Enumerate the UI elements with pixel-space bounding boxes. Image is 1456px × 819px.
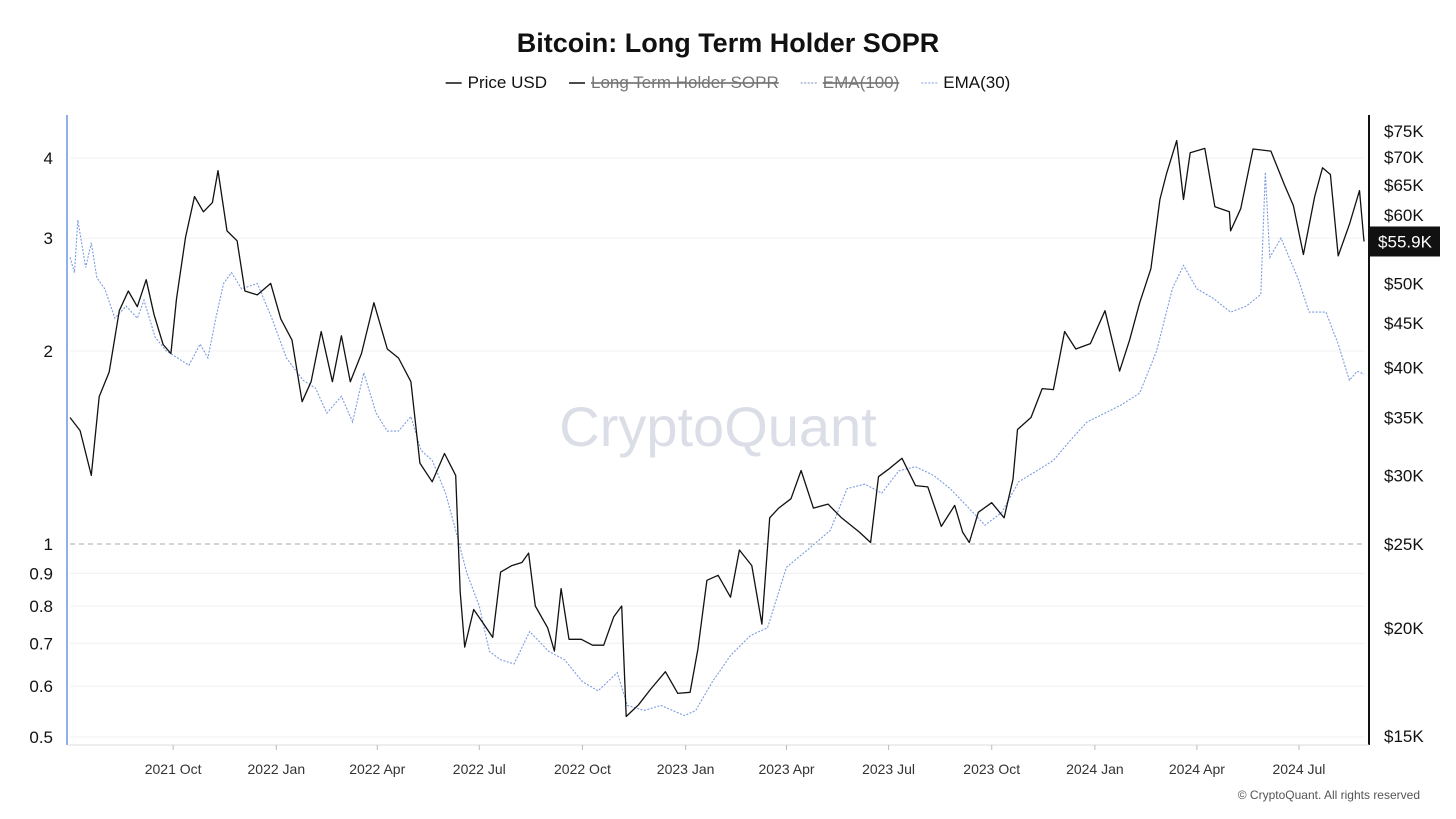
left-tick-label-8: 0.5 <box>29 728 53 747</box>
x-tick-label-4: 2022 Oct <box>554 761 611 777</box>
legend-item-0[interactable]: Price USD <box>445 73 547 92</box>
grid <box>70 157 1364 738</box>
legend-label-0: Price USD <box>468 73 547 92</box>
right-tick-label-4: $50K <box>1384 274 1424 293</box>
right-tick-label-5: $45K <box>1384 314 1424 333</box>
legend: Price USD Long Term Holder SOPR EMA(100) EM… <box>445 73 1010 92</box>
left-tick-label-4: 0.9 <box>29 564 53 583</box>
legend-item-1[interactable]: Long Term Holder SOPR <box>569 73 779 92</box>
right-tick-label-1: $70K <box>1384 148 1424 167</box>
x-tick-label-10: 2024 Apr <box>1169 761 1225 777</box>
legend-label-3: EMA(30) <box>943 73 1010 92</box>
right-axis-ticks: $75K $70K $65K $60K $50K $45K $40K $35K $30K $25K… <box>1384 122 1424 746</box>
series-line-price-usd <box>69 139 1365 718</box>
left-axis-ticks: 4 3 2 1 0.9 0.8 0.7 0.6 0.5 <box>29 149 53 747</box>
right-tick-label-2: $65K <box>1384 176 1424 195</box>
left-tick-label-6: 0.7 <box>29 634 53 653</box>
right-tick-label-7: $35K <box>1384 408 1424 427</box>
legend-label-1: Long Term Holder SOPR <box>591 73 779 92</box>
x-tick-label-11: 2024 Jul <box>1272 761 1325 777</box>
legend-item-3[interactable]: EMA(30) <box>921 73 1010 92</box>
left-tick-label-5: 0.8 <box>29 597 53 616</box>
left-tick-label-7: 0.6 <box>29 677 53 696</box>
right-tick-label-8: $30K <box>1384 466 1424 485</box>
watermark: CryptoQuant <box>559 395 877 458</box>
right-tick-label-11: $15K <box>1384 727 1424 746</box>
x-tick-label-5: 2023 Jan <box>657 761 715 777</box>
legend-item-2[interactable]: EMA(100) <box>800 73 900 92</box>
right-tick-label-10: $20K <box>1384 619 1424 638</box>
x-tick-label-0: 2021 Oct <box>145 761 202 777</box>
x-tick-label-6: 2023 Apr <box>758 761 814 777</box>
x-tick-label-3: 2022 Jul <box>453 761 506 777</box>
right-tick-label-6: $40K <box>1384 358 1424 377</box>
x-tick-label-7: 2023 Jul <box>862 761 915 777</box>
x-axis-ticks: 2021 Oct 2022 Jan 2022 Apr 2022 Jul 2022 Oct… <box>145 745 1325 777</box>
right-tick-label-9: $25K <box>1384 535 1424 554</box>
x-tick-label-1: 2022 Jan <box>248 761 306 777</box>
left-tick-label-0: 4 <box>44 149 53 168</box>
right-tick-label-0: $75K <box>1384 122 1424 141</box>
x-tick-label-9: 2024 Jan <box>1066 761 1124 777</box>
legend-label-2: EMA(100) <box>823 73 900 92</box>
current-value-badge: $55.9K <box>1370 226 1440 257</box>
current-value-label: $55.9K <box>1378 232 1433 251</box>
left-tick-label-2: 2 <box>44 342 53 361</box>
left-tick-label-3: 1 <box>44 535 53 554</box>
x-tick-label-8: 2023 Oct <box>963 761 1020 777</box>
x-tick-label-2: 2022 Apr <box>349 761 405 777</box>
series-line-ema30 <box>69 172 1365 717</box>
right-tick-label-3: $60K <box>1384 206 1424 225</box>
chart-title: Bitcoin: Long Term Holder SOPR <box>517 28 940 58</box>
left-tick-label-1: 3 <box>44 229 53 248</box>
copyright: © CryptoQuant. All rights reserved <box>1238 788 1420 802</box>
